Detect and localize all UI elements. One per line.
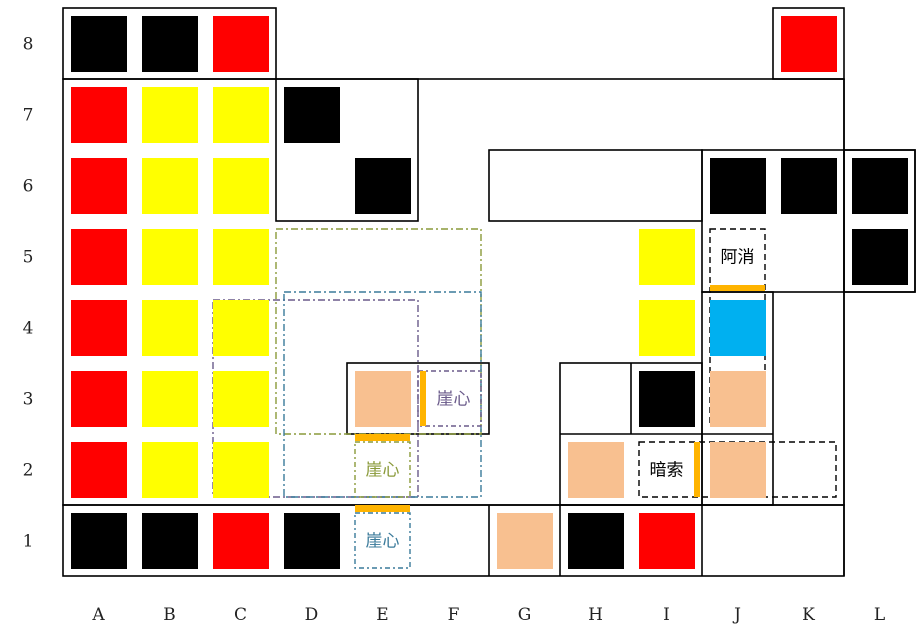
piece-J4[interactable] xyxy=(710,300,766,356)
piece-A7[interactable] xyxy=(71,87,127,143)
region-outlines xyxy=(62,7,916,577)
piece-C8[interactable] xyxy=(213,16,269,72)
row-label-6: 6 xyxy=(23,177,34,197)
range-e2-olive xyxy=(354,441,411,498)
piece-B8[interactable] xyxy=(142,16,198,72)
row-label-2: 2 xyxy=(23,461,34,481)
unit-label-E1: 崖心 xyxy=(366,532,400,552)
piece-J2[interactable] xyxy=(710,442,766,498)
piece-G1[interactable] xyxy=(497,513,553,569)
region-dark-block xyxy=(275,78,419,222)
column-label-L: L xyxy=(874,605,885,625)
unit-label-F3: 崖心 xyxy=(437,390,471,410)
piece-C4[interactable] xyxy=(213,300,269,356)
piece-A5[interactable] xyxy=(71,229,127,285)
column-label-F: F xyxy=(448,605,460,625)
piece-A3[interactable] xyxy=(71,371,127,427)
piece-B5[interactable] xyxy=(142,229,198,285)
piece-A2[interactable] xyxy=(71,442,127,498)
piece-L5[interactable] xyxy=(852,229,908,285)
column-label-I: I xyxy=(663,605,670,625)
piece-C3[interactable] xyxy=(213,371,269,427)
range-e1-teal xyxy=(354,512,411,569)
piece-B3[interactable] xyxy=(142,371,198,427)
piece-C2[interactable] xyxy=(213,442,269,498)
range-teal xyxy=(283,291,482,498)
row-label-3: 3 xyxy=(23,390,34,410)
facing-marker-e1-top xyxy=(355,505,410,512)
column-label-B: B xyxy=(163,605,176,625)
piece-B7[interactable] xyxy=(142,87,198,143)
facing-marker-i2-right xyxy=(694,442,700,497)
unit-label-E2: 崖心 xyxy=(366,461,400,481)
piece-C5[interactable] xyxy=(213,229,269,285)
column-label-J: J xyxy=(732,605,741,625)
piece-K8[interactable] xyxy=(781,16,837,72)
piece-C1[interactable] xyxy=(213,513,269,569)
piece-E6[interactable] xyxy=(355,158,411,214)
unit-label-J5: 阿消 xyxy=(721,248,755,268)
region-mid-right xyxy=(488,149,703,222)
piece-D1[interactable] xyxy=(284,513,340,569)
facing-marker-f3 xyxy=(420,371,426,426)
piece-I1[interactable] xyxy=(639,513,695,569)
piece-H1[interactable] xyxy=(568,513,624,569)
piece-I4[interactable] xyxy=(639,300,695,356)
axis-labels: 8 7 6 5 4 3 2 1 A B C D E F G H I J K L xyxy=(23,35,886,626)
column-label-G: G xyxy=(518,605,532,625)
column-label-K: K xyxy=(802,605,815,625)
piece-B2[interactable] xyxy=(142,442,198,498)
column-label-A: A xyxy=(91,605,105,625)
piece-D7[interactable] xyxy=(284,87,340,143)
piece-B4[interactable] xyxy=(142,300,198,356)
column-label-C: C xyxy=(234,605,247,625)
row-label-8: 8 xyxy=(23,35,34,55)
piece-J6[interactable] xyxy=(710,158,766,214)
row-label-7: 7 xyxy=(23,106,34,126)
piece-B6[interactable] xyxy=(142,158,198,214)
piece-A8[interactable] xyxy=(71,16,127,72)
facing-marker-j4-top xyxy=(710,285,765,291)
piece-A4[interactable] xyxy=(71,300,127,356)
column-label-E: E xyxy=(376,605,388,625)
row-label-5: 5 xyxy=(23,248,34,268)
piece-C6[interactable] xyxy=(213,158,269,214)
piece-B1[interactable] xyxy=(142,513,198,569)
facing-markers xyxy=(355,285,765,512)
piece-I5[interactable] xyxy=(639,229,695,285)
facing-marker-e2-top xyxy=(355,434,410,441)
piece-C7[interactable] xyxy=(213,87,269,143)
piece-H2[interactable] xyxy=(568,442,624,498)
piece-L6[interactable] xyxy=(852,158,908,214)
piece-J3[interactable] xyxy=(710,371,766,427)
pieces-layer xyxy=(71,16,908,569)
column-label-H: H xyxy=(588,605,603,625)
piece-A1[interactable] xyxy=(71,513,127,569)
piece-A6[interactable] xyxy=(71,158,127,214)
row-label-1: 1 xyxy=(23,532,34,552)
unit-label-I2: 暗索 xyxy=(650,461,684,481)
piece-E3[interactable] xyxy=(355,371,411,427)
piece-K6[interactable] xyxy=(781,158,837,214)
row-label-4: 4 xyxy=(23,319,34,339)
region-e3-box xyxy=(346,362,490,435)
piece-I3[interactable] xyxy=(639,371,695,427)
range-f3-purple xyxy=(417,370,482,427)
column-label-D: D xyxy=(305,605,319,625)
